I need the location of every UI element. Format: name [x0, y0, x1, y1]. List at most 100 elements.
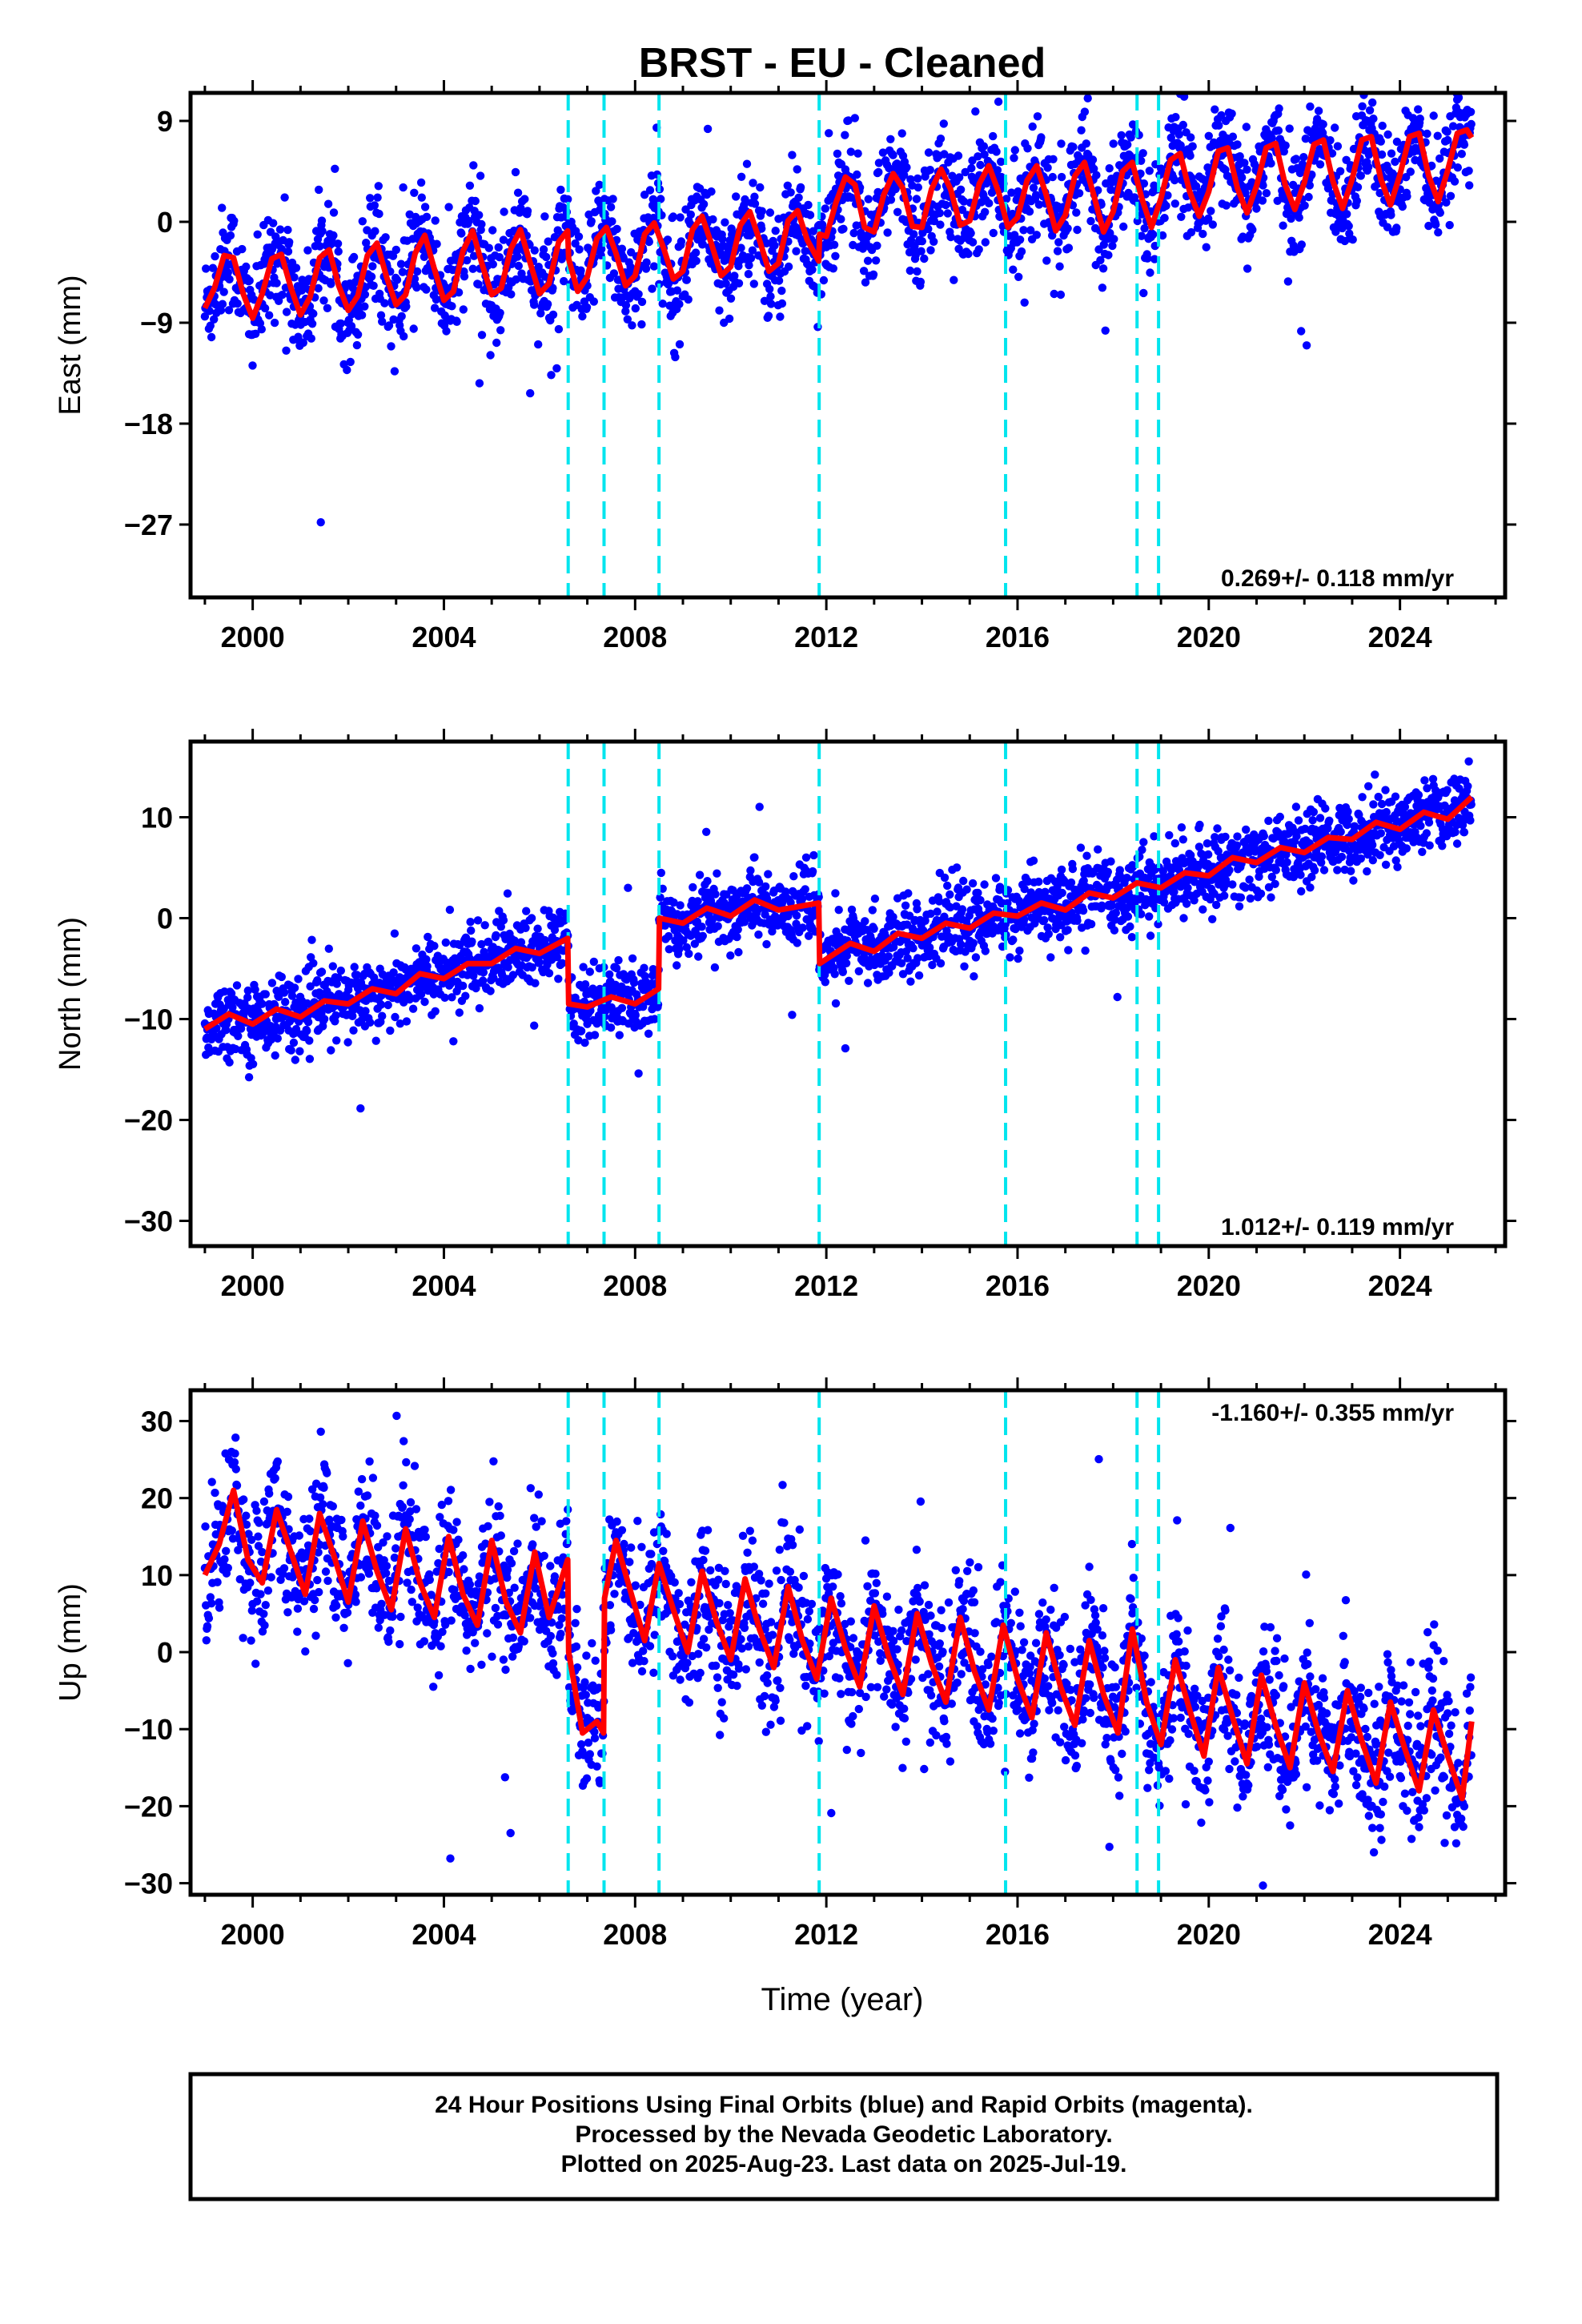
north-data-point [1376, 829, 1386, 838]
north-data-point [496, 923, 505, 931]
north-data-point [1126, 922, 1134, 931]
north-data-point [1046, 953, 1055, 962]
y-tick-label: −9 [140, 307, 173, 340]
east-data-point [893, 207, 902, 216]
east-data-point [283, 247, 293, 256]
east-data-point [849, 228, 858, 238]
east-data-point [336, 319, 345, 328]
north-data-point [390, 929, 400, 938]
east-data-point [1186, 133, 1195, 142]
east-data-point [314, 283, 323, 293]
north-data-point [1029, 856, 1038, 865]
north-data-point [486, 987, 495, 995]
north-data-point [809, 850, 818, 860]
north-data-point [391, 1012, 400, 1022]
east-data-point [1009, 265, 1018, 274]
east-data-point [417, 193, 426, 202]
east-data-point [1188, 142, 1197, 151]
north-data-point [629, 978, 639, 987]
east-data-point [1145, 167, 1154, 175]
north-data-point [289, 1038, 299, 1047]
east-data-point [540, 212, 549, 221]
north-data-point [480, 921, 489, 930]
east-data-point [471, 196, 480, 206]
east-data-point [913, 174, 922, 183]
north-data-point [1006, 953, 1014, 962]
north-data-point [761, 882, 770, 891]
north-data-point [793, 939, 801, 947]
east-data-point [574, 232, 584, 241]
east-data-point [837, 215, 845, 223]
north-data-point [455, 1008, 464, 1017]
north-data-point [834, 906, 843, 915]
east-data-point [334, 247, 343, 256]
east-data-point [547, 371, 556, 380]
east-data-point [206, 321, 215, 330]
north-data-point [952, 863, 962, 872]
east-data-point [1170, 175, 1179, 185]
east-data-point [550, 233, 560, 242]
north-data-point [821, 978, 830, 987]
north-data-point [350, 963, 359, 971]
north-data-point [971, 953, 981, 962]
east-data-point [1228, 132, 1238, 141]
east-data-point [1301, 135, 1311, 143]
north-data-point [479, 968, 488, 977]
north-data-point [614, 955, 623, 965]
north-data-point [503, 889, 512, 898]
north-data-point [703, 877, 712, 886]
north-data-point [933, 907, 942, 916]
east-data-point [1128, 120, 1138, 129]
east-data-point [469, 161, 478, 170]
north-data-point [552, 953, 562, 962]
north-data-point [968, 879, 978, 888]
east-data-point [955, 173, 964, 182]
east-data-point [1262, 189, 1271, 198]
east-data-point [1398, 202, 1407, 211]
east-data-point [1166, 133, 1176, 143]
north-data-point [792, 911, 801, 920]
north-data-point [378, 1011, 387, 1020]
east-data-point [1082, 139, 1091, 148]
east-data-point [663, 235, 673, 244]
east-data-point [774, 276, 784, 285]
north-data-point [854, 967, 864, 976]
north-data-point [884, 952, 893, 961]
north-data-point [841, 1043, 850, 1053]
east-data-point [783, 181, 792, 190]
north-data-point [1275, 812, 1285, 822]
east-data-point [793, 165, 801, 174]
east-data-point [757, 224, 766, 233]
north-data-point [1233, 832, 1242, 841]
east-data-point [1048, 231, 1057, 240]
east-data-point [721, 279, 730, 288]
east-data-point [640, 191, 649, 199]
north-data-point [1337, 852, 1347, 862]
north-data-point [267, 979, 277, 987]
north-data-point [1057, 865, 1066, 875]
north-data-point [943, 881, 952, 891]
north-data-point [726, 951, 735, 960]
north-data-point [676, 901, 685, 910]
north-data-point [371, 1036, 380, 1045]
north-data-point [305, 1036, 314, 1045]
north-data-point [1291, 802, 1301, 811]
east-data-point [1233, 140, 1242, 149]
east-data-point [1042, 256, 1051, 265]
y-tick-label: 9 [157, 105, 173, 138]
east-data-point [1063, 224, 1072, 233]
north-data-point [1082, 851, 1091, 860]
east-data-point [1073, 225, 1082, 235]
east-data-point [323, 199, 333, 208]
east-data-point [1026, 226, 1035, 235]
east-data-point [492, 338, 501, 348]
east-data-point [309, 309, 318, 318]
north-data-point [554, 975, 563, 983]
east-data-point [1138, 149, 1147, 158]
north-data-point [956, 940, 966, 949]
north-data-point [808, 866, 817, 876]
east-data-point [495, 253, 504, 262]
north-data-point [1014, 954, 1022, 963]
north-data-point [1259, 831, 1269, 841]
x-tick-label: 2000 [221, 621, 285, 653]
